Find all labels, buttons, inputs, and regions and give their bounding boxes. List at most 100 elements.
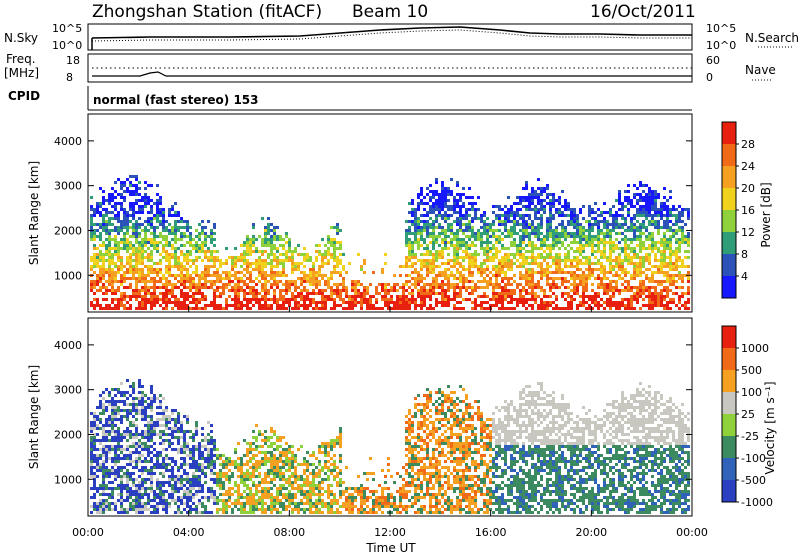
heatmap-cell [495, 292, 498, 295]
heatmap-cell [201, 274, 204, 277]
heatmap-cell [207, 268, 210, 271]
heatmap-cell [135, 505, 138, 508]
heatmap-cell [93, 259, 96, 262]
heatmap-cell [534, 217, 537, 220]
heatmap-cell [441, 208, 444, 211]
heatmap-cell [300, 277, 303, 280]
heatmap-cell [144, 487, 147, 490]
heatmap-cell [231, 304, 234, 307]
heatmap-cell [228, 271, 231, 274]
heatmap-cell [522, 298, 525, 301]
heatmap-cell [483, 292, 486, 295]
heatmap-cell [237, 280, 240, 283]
heatmap-cell [135, 436, 138, 439]
heatmap-cell [639, 268, 642, 271]
heatmap-cell [207, 265, 210, 268]
heatmap-cell [507, 289, 510, 292]
heatmap-cell [105, 505, 108, 508]
heatmap-cell [501, 292, 504, 295]
heatmap-cell [147, 478, 150, 481]
heatmap-cell [276, 298, 279, 301]
heatmap-cell [306, 307, 309, 310]
heatmap-cell [519, 301, 522, 304]
heatmap-cell [90, 448, 93, 451]
heatmap-cell [360, 307, 363, 310]
heatmap-cell [600, 298, 603, 301]
heatmap-cell [465, 280, 468, 283]
heatmap-cell [174, 502, 177, 505]
heatmap-cell [192, 280, 195, 283]
heatmap-cell [330, 307, 333, 310]
heatmap-cell [477, 196, 480, 199]
heatmap-cell [498, 301, 501, 304]
heatmap-cell [666, 226, 669, 229]
heatmap-cell [279, 289, 282, 292]
heatmap-cell [111, 415, 114, 418]
colorbar-segment [722, 122, 736, 144]
heatmap-cell [582, 244, 585, 247]
heatmap-cell [360, 304, 363, 307]
heatmap-cell [426, 292, 429, 295]
heatmap-cell [582, 301, 585, 304]
heatmap-cell [201, 307, 204, 310]
heatmap-cell [117, 241, 120, 244]
colorbar-tick-label: 4 [741, 270, 748, 283]
heatmap-cell [636, 256, 639, 259]
heatmap-cell [327, 295, 330, 298]
heatmap-cell [384, 298, 387, 301]
heatmap-cell [654, 202, 657, 205]
heatmap-cell [90, 304, 93, 307]
heatmap-cell [504, 226, 507, 229]
heatmap-cell [669, 280, 672, 283]
heatmap-cell [105, 250, 108, 253]
heatmap-cell [156, 454, 159, 457]
heatmap-cell [672, 298, 675, 301]
heatmap-cell [459, 265, 462, 268]
heatmap-cell [174, 286, 177, 289]
heatmap-cell [174, 487, 177, 490]
heatmap-cell [333, 271, 336, 274]
heatmap-cell [141, 466, 144, 469]
heatmap-cell [564, 256, 567, 259]
heatmap-cell [513, 220, 516, 223]
heatmap-cell [591, 229, 594, 232]
heatmap-cell [108, 451, 111, 454]
heatmap-cell [639, 232, 642, 235]
heatmap-cell [111, 457, 114, 460]
heatmap-cell [423, 208, 426, 211]
heatmap-cell [678, 226, 681, 229]
heatmap-cell [141, 196, 144, 199]
heatmap-cell [150, 226, 153, 229]
heatmap-cell [660, 253, 663, 256]
heatmap-cell [414, 253, 417, 256]
heatmap-cell [528, 238, 531, 241]
heatmap-cell [315, 250, 318, 253]
heatmap-cell [636, 274, 639, 277]
heatmap-cell [207, 256, 210, 259]
heatmap-cell [108, 307, 111, 310]
heatmap-cell [639, 256, 642, 259]
heatmap-cell [93, 229, 96, 232]
heatmap-cell [558, 271, 561, 274]
heatmap-cell [387, 298, 390, 301]
heatmap-cell [93, 415, 96, 418]
heatmap-cell [621, 268, 624, 271]
heatmap-cell [474, 238, 477, 241]
heatmap-cell [150, 397, 153, 400]
heatmap-cell [120, 499, 123, 502]
heatmap-cell [429, 250, 432, 253]
heatmap-cell [588, 262, 591, 265]
heatmap-cell [204, 271, 207, 274]
heatmap-cell [183, 286, 186, 289]
heatmap-cell [129, 190, 132, 193]
heatmap-cell [582, 280, 585, 283]
heatmap-cell [633, 226, 636, 229]
heatmap-cell [171, 472, 174, 475]
heatmap-cell [270, 253, 273, 256]
heatmap-cell [165, 241, 168, 244]
heatmap-cell [120, 451, 123, 454]
heatmap-cell [114, 403, 117, 406]
heatmap-cell [117, 229, 120, 232]
heatmap-cell [141, 256, 144, 259]
heatmap-cell [540, 202, 543, 205]
